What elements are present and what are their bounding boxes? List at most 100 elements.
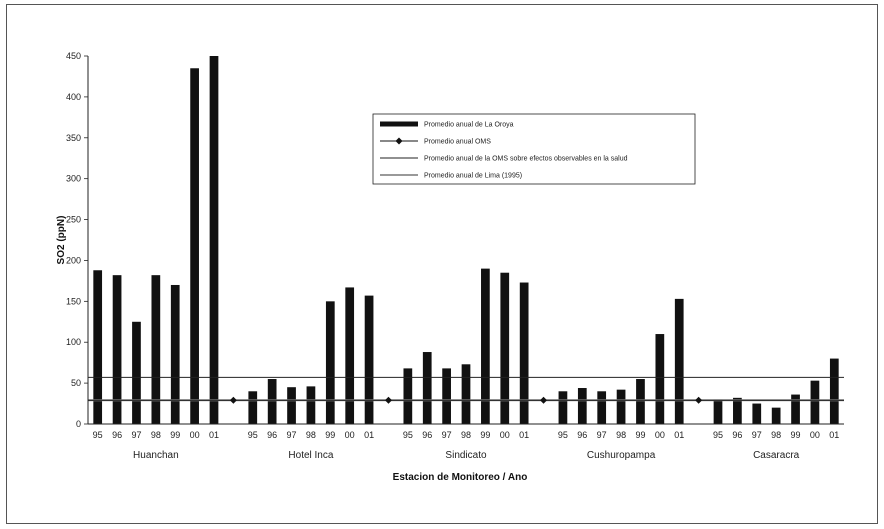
y-tick-label: 250 (66, 215, 81, 225)
x-tick-labels: 95 96 97 98 99 00 01 95 96 97 98 99 00 01 95 96 97 98 99 00… (93, 430, 840, 440)
x-tick-label: 00 (190, 430, 200, 440)
group-label: Huanchan (133, 450, 179, 461)
x-tick-label: 00 (810, 430, 820, 440)
y-tick-label: 50 (71, 378, 81, 388)
x-tick-label: 98 (306, 430, 316, 440)
bar-casaracra-99 (791, 394, 800, 424)
x-tick-label: 99 (170, 430, 180, 440)
y-tick-label: 200 (66, 255, 81, 265)
y-tick-labels: 0 50 100 150 200 250 300 350 400 450 (66, 51, 81, 429)
bar-huanchan-97 (132, 321, 141, 424)
bar-cushuropampa-01 (674, 298, 684, 424)
x-tick-label: 95 (93, 430, 103, 440)
oms-marker (695, 396, 703, 404)
bar-casaracra-00 (810, 380, 820, 424)
x-tick-label: 00 (655, 430, 665, 440)
x-tick-label: 96 (577, 430, 587, 440)
x-tick-label: 01 (364, 430, 374, 440)
x-tick-label: 97 (752, 430, 762, 440)
x-tick-label: 96 (732, 430, 742, 440)
x-tick-label: 99 (325, 430, 335, 440)
x-tick-label: 01 (519, 430, 529, 440)
x-tick-label: 01 (209, 430, 219, 440)
x-tick-label: 95 (713, 430, 723, 440)
x-axis-title: Estacion de Monitoreo / Ano (393, 472, 528, 483)
bar-casaracra-97 (752, 403, 762, 424)
x-tick-label: 01 (674, 430, 684, 440)
bar-sindicato-98 (461, 364, 471, 424)
bar-hotel-inca-00 (345, 287, 355, 424)
x-tick-label: 98 (461, 430, 471, 440)
bar-casaracra-01 (829, 358, 839, 424)
x-tick-label: 98 (771, 430, 781, 440)
y-tick-label: 300 (66, 174, 81, 184)
bar-hotel-inca-99 (325, 301, 335, 424)
axes (84, 55, 844, 425)
x-tick-label: 01 (829, 430, 839, 440)
bar-sindicato-00 (500, 272, 510, 424)
bar-cushuropampa-96 (577, 388, 587, 424)
x-tick-label: 99 (635, 430, 645, 440)
bar-sindicato-01 (519, 282, 529, 424)
reference-lines (88, 376, 844, 404)
legend-label-oms-health: Promedio anual de la OMS sobre efectos o… (424, 156, 628, 163)
oms-marker (384, 396, 392, 404)
x-tick-label: 95 (403, 430, 413, 440)
bar-huanchan-96 (112, 275, 122, 424)
x-tick-label: 96 (267, 430, 277, 440)
group-labels: Huanchan Hotel Inca Sindicato Cushuropampa C… (133, 450, 800, 461)
y-tick-label: 100 (66, 337, 81, 347)
bar-cushuropampa-98 (616, 389, 626, 424)
group-label: Sindicato (445, 450, 487, 461)
x-tick-label: 99 (480, 430, 490, 440)
x-tick-label: 00 (500, 430, 510, 440)
y-tick-label: 450 (66, 51, 81, 61)
bar-sindicato-97 (442, 368, 451, 424)
x-tick-label: 00 (345, 430, 355, 440)
x-tick-label: 95 (558, 430, 568, 440)
bar-huanchan-95 (93, 270, 103, 424)
x-tick-label: 95 (248, 430, 258, 440)
bar-huanchan-99 (170, 284, 180, 424)
legend-box (372, 113, 696, 185)
chart-frame (6, 4, 878, 524)
bar-hotel-inca-01 (364, 295, 374, 424)
bar-cushuropampa-00 (655, 334, 665, 424)
bar-casaracra-95 (713, 399, 723, 424)
x-tick-label: 96 (422, 430, 432, 440)
bar-cushuropampa-95 (558, 391, 568, 424)
y-tick-label: 0 (76, 419, 81, 429)
bar-cushuropampa-99 (636, 379, 645, 424)
y-tick-label: 350 (66, 133, 81, 143)
bar-huanchan-01 (209, 56, 219, 424)
bar-casaracra-96 (733, 397, 742, 424)
legend-marker-oms (395, 137, 403, 145)
bar-huanchan-00 (190, 68, 199, 425)
x-tick-label: 99 (791, 430, 801, 440)
bar-hotel-inca-98 (306, 386, 316, 424)
group-label: Hotel Inca (288, 450, 333, 461)
y-tick-label: 150 (66, 296, 81, 306)
x-tick-label: 97 (597, 430, 607, 440)
bar-hotel-inca-97 (287, 387, 296, 424)
legend-label-lima: Promedio anual de Lima (1995) (424, 173, 522, 180)
bars (93, 56, 839, 425)
bar-cushuropampa-97 (597, 391, 607, 424)
legend: Promedio anual de La Oroya Promedio anua… (372, 113, 696, 185)
legend-label-oms: Promedio anual OMS (424, 139, 491, 146)
x-tick-label: 97 (131, 430, 141, 440)
x-tick-label: 98 (151, 430, 161, 440)
x-tick-label: 98 (616, 430, 626, 440)
bar-huanchan-98 (151, 275, 161, 424)
bar-hotel-inca-96 (267, 379, 277, 424)
bar-hotel-inca-95 (248, 391, 258, 424)
bar-sindicato-96 (422, 352, 432, 424)
x-tick-label: 97 (287, 430, 297, 440)
x-tick-label: 96 (112, 430, 122, 440)
y-tick-label: 400 (66, 92, 81, 102)
legend-label-la-oroya: Promedio anual de La Oroya (424, 122, 514, 129)
oms-marker (229, 396, 237, 404)
bar-casaracra-98 (771, 407, 781, 424)
oms-marker (540, 396, 548, 404)
bar-sindicato-99 (481, 268, 490, 424)
